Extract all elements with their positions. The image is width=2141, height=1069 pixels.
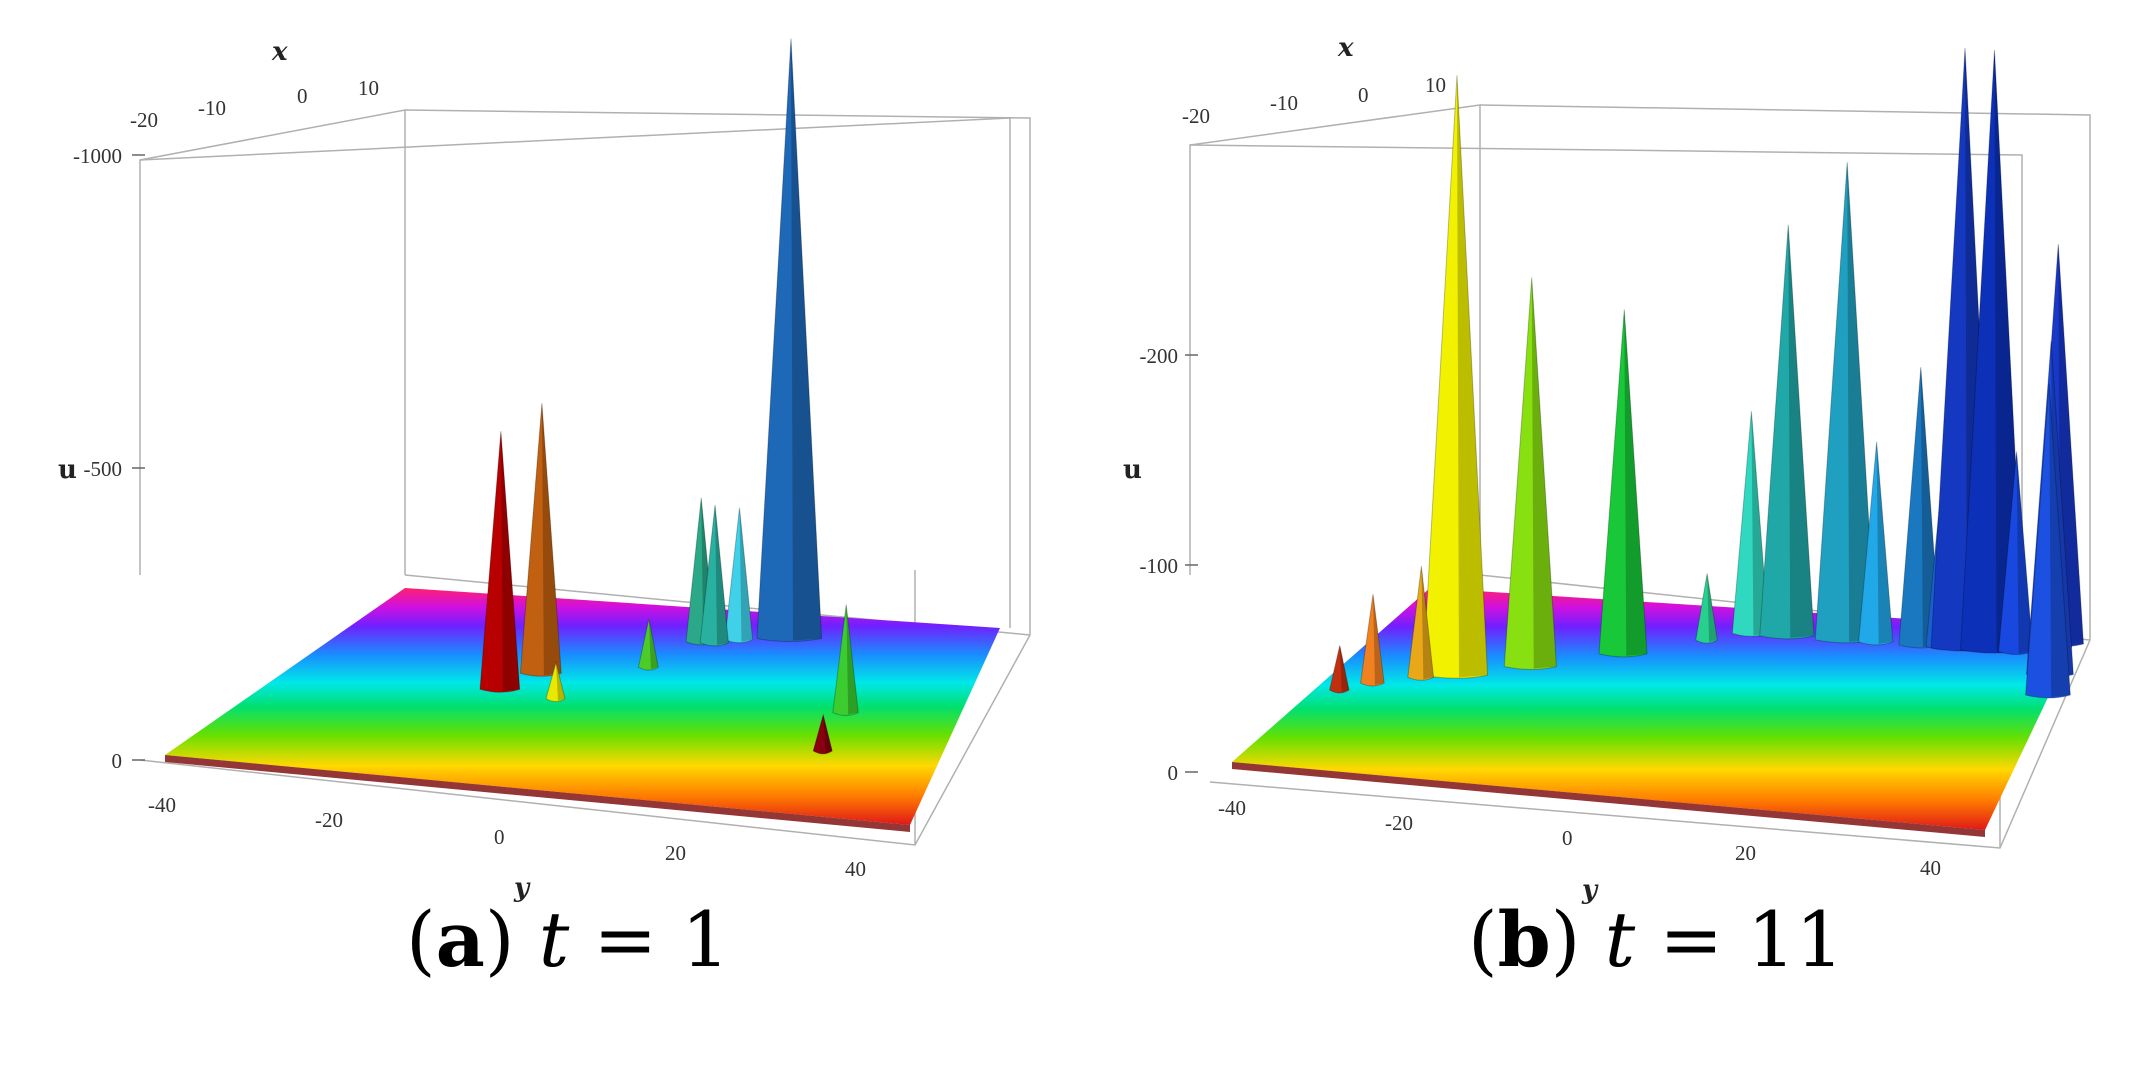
- x-tick: 10: [358, 76, 379, 100]
- caption-value: 11: [1747, 895, 1844, 984]
- peak: [1329, 645, 1350, 694]
- peak-shade: [1876, 441, 1893, 644]
- caption-label: b: [1497, 895, 1551, 984]
- peak: [724, 507, 754, 644]
- peak: [1598, 309, 1648, 658]
- z-tick: -200: [1140, 344, 1179, 368]
- peak: [1359, 594, 1385, 687]
- peak: [1858, 441, 1894, 646]
- caption-label: a: [435, 895, 485, 984]
- y-tick: 20: [1735, 841, 1756, 865]
- panel-b-x-axis-label: x: [1337, 33, 1354, 63]
- peak: [699, 504, 729, 647]
- peak-shade: [1339, 645, 1349, 692]
- peak: [1695, 573, 1718, 644]
- panel-b-peaks: [1329, 47, 2084, 699]
- peak-shade: [846, 604, 859, 715]
- peak-shade: [1456, 75, 1488, 678]
- panel-a-z-ticks: 0 -500 -1000: [73, 144, 122, 773]
- panel-a-surface-plot: 0 -500 -1000 u -20 -10 0 10 x -40 -20 0 …: [58, 37, 1031, 903]
- peak-shade: [2049, 383, 2071, 697]
- peak: [637, 619, 659, 671]
- z-tick: -100: [1140, 554, 1179, 578]
- panel-b-y-ticks: -40 -20 0 20 40: [1218, 796, 1941, 880]
- x-tick: -20: [1182, 104, 1210, 128]
- caption-variable: t: [1604, 895, 1636, 984]
- panel-b-surface-edge: [1232, 762, 1985, 837]
- peak-shade: [823, 714, 833, 753]
- peak-shade: [739, 507, 753, 642]
- z-tick: 0: [112, 749, 123, 773]
- peak: [832, 604, 859, 717]
- caption-equals: =: [1659, 895, 1724, 984]
- panel-b-z-axis-label: u: [1123, 455, 1142, 485]
- peak: [1407, 566, 1435, 681]
- y-tick: -20: [1385, 811, 1413, 835]
- panel-b-caption: (b) t = 11: [1468, 895, 1844, 984]
- x-tick: 10: [1425, 73, 1446, 97]
- z-tick: 0: [1168, 761, 1179, 785]
- peak-shade: [1847, 162, 1876, 642]
- x-tick: 0: [297, 84, 308, 108]
- y-tick: -40: [1218, 796, 1246, 820]
- peak-shade: [1421, 566, 1434, 680]
- panel-a-surface: [165, 588, 1000, 825]
- z-tick: -500: [84, 457, 123, 481]
- panel-a-caption: (a) t = 1: [406, 895, 730, 984]
- peak: [1759, 224, 1815, 640]
- peak-shade: [1707, 573, 1718, 643]
- panel-a-y-axis-label: y: [513, 873, 531, 903]
- peak: [479, 431, 521, 693]
- peak: [812, 712, 833, 755]
- caption-value: 1: [681, 895, 730, 984]
- panel-a-x-ticks: -20 -10 0 10: [130, 76, 379, 132]
- peak-shade: [500, 431, 520, 692]
- peak-shade: [715, 504, 729, 645]
- peak-shade: [1624, 309, 1647, 656]
- panel-a-z-axis-label: u: [58, 455, 77, 485]
- peak: [756, 38, 823, 642]
- peak: [545, 660, 566, 703]
- panel-b-y-axis-label: y: [1581, 875, 1599, 905]
- caption-equals: =: [593, 895, 658, 984]
- x-tick: -10: [198, 96, 226, 120]
- peak-shade: [1788, 224, 1814, 638]
- peak-shade: [555, 662, 565, 701]
- panel-a-x-axis-label: x: [271, 37, 288, 67]
- peak-shade: [1531, 277, 1557, 669]
- panel-b-surface-plot: 0 -100 -200 u -20 -10 0 10 x -40 -20 0 2…: [1123, 33, 2091, 905]
- peak-shade: [541, 403, 562, 676]
- peak-shade: [790, 38, 822, 641]
- panel-b-x-ticks: -20 -10 0 10: [1182, 73, 1446, 128]
- panel-a-peaks: [479, 38, 859, 755]
- y-tick: 0: [494, 825, 505, 849]
- panel-a-surface-edge: [165, 755, 910, 832]
- peak: [2025, 383, 2071, 699]
- peak: [1503, 277, 1557, 670]
- peak-shade: [1372, 594, 1385, 686]
- peak-shade: [648, 619, 659, 670]
- y-tick: -20: [315, 808, 343, 832]
- panel-b-z-ticks: 0 -100 -200: [1140, 344, 1179, 785]
- peak-shade: [2016, 451, 2033, 654]
- y-tick: 40: [845, 857, 866, 881]
- y-tick: -40: [148, 793, 176, 817]
- peak: [519, 403, 562, 677]
- x-tick: -20: [130, 108, 158, 132]
- y-tick: 20: [665, 841, 686, 865]
- x-tick: -10: [1270, 91, 1298, 115]
- x-tick: 0: [1358, 83, 1369, 107]
- z-tick: -1000: [73, 144, 122, 168]
- y-tick: 0: [1562, 826, 1573, 850]
- panel-a-y-ticks: -40 -20 0 20 40: [148, 793, 866, 881]
- caption-variable: t: [538, 895, 570, 984]
- y-tick: 40: [1920, 856, 1941, 880]
